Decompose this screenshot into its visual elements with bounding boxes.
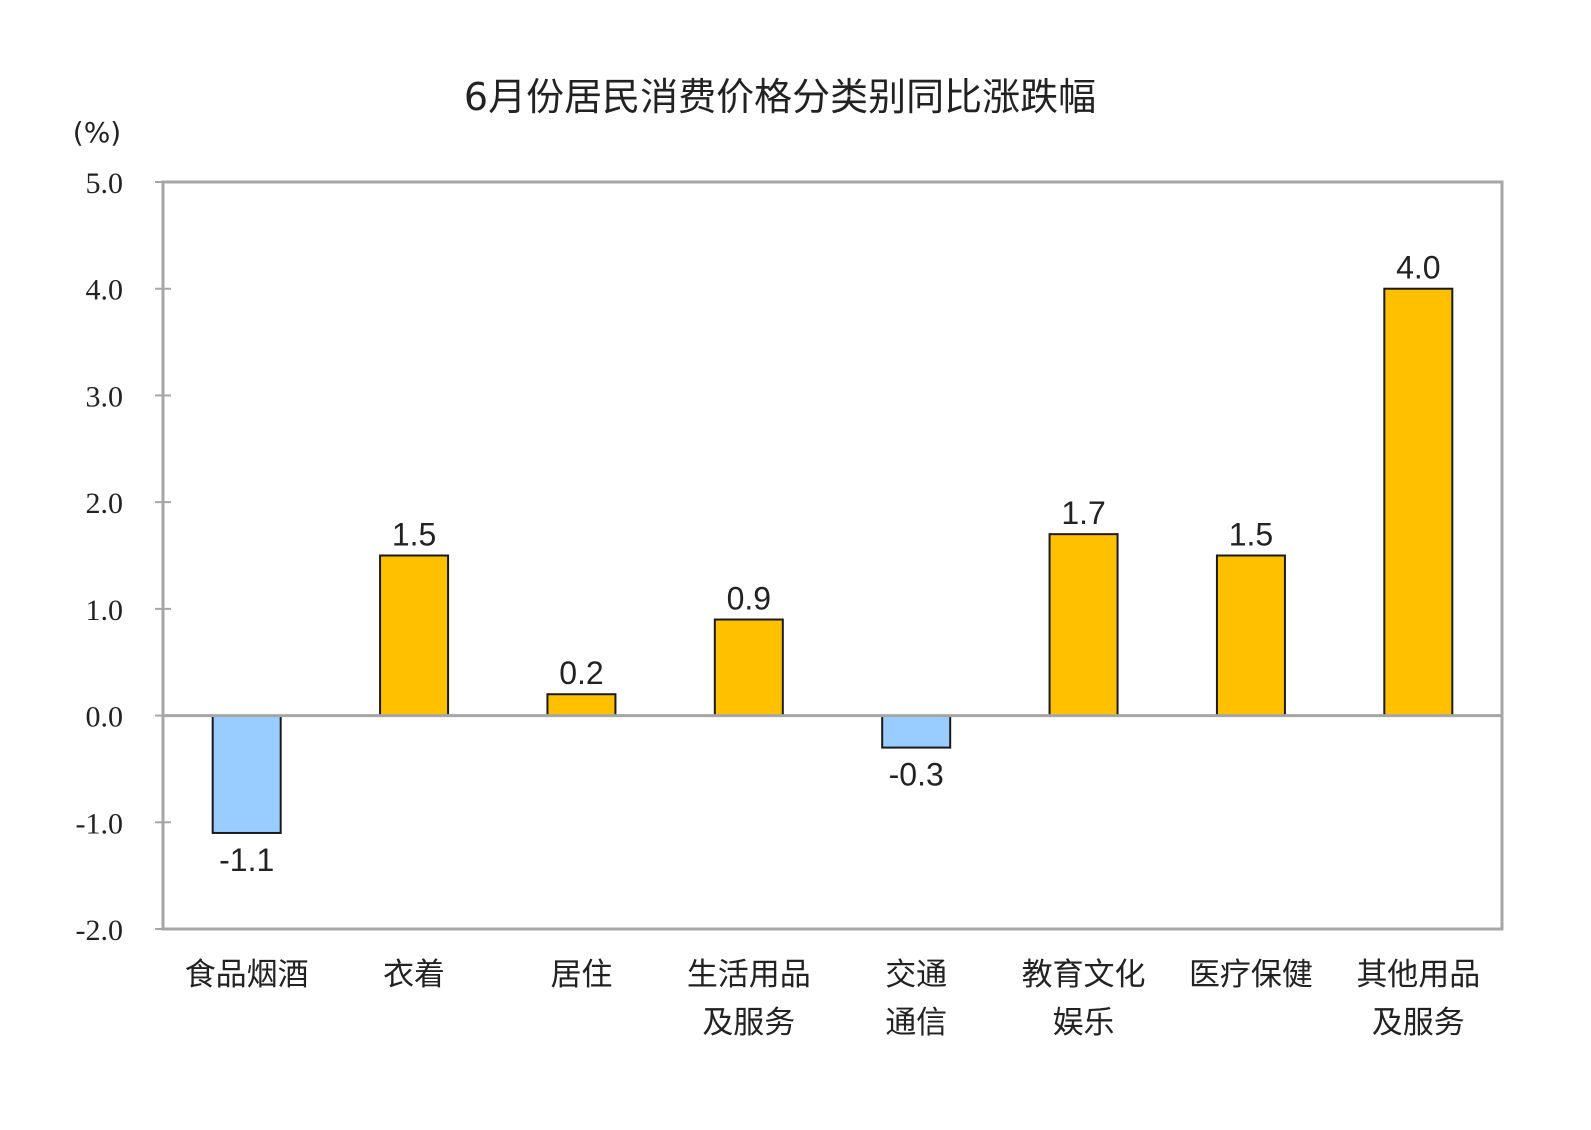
y-tick-label: 0.0	[86, 701, 124, 734]
bar	[881, 714, 952, 749]
bar	[1048, 533, 1119, 717]
x-tick-label: 医疗保健	[1189, 957, 1313, 993]
x-tick-label: 教育文化	[1022, 957, 1146, 993]
x-tick-label: 通信	[885, 1005, 947, 1041]
data-label: 4.0	[1396, 250, 1440, 286]
bar	[1383, 287, 1454, 717]
y-tick-label: 3.0	[86, 380, 124, 413]
x-tick-label: 及服务	[1372, 1005, 1465, 1041]
y-tick-label: -2.0	[76, 914, 124, 947]
plot-frame	[161, 180, 1504, 931]
y-axis-unit-label: (%)	[73, 116, 121, 149]
x-tick-label: 其他用品	[1356, 957, 1480, 993]
bar	[713, 618, 784, 717]
x-tick-label: 食品烟酒	[185, 957, 309, 993]
y-tick-label: 4.0	[86, 274, 124, 307]
data-label: 1.5	[1229, 517, 1273, 553]
y-tick-label: -1.0	[76, 807, 124, 840]
data-label: -1.1	[219, 842, 274, 878]
bar	[546, 693, 617, 717]
x-tick-label: 娱乐	[1053, 1005, 1115, 1041]
y-tick-label: 2.0	[86, 487, 124, 520]
bar	[379, 554, 450, 717]
x-tick-label: 交通	[885, 957, 947, 993]
data-label: 0.9	[727, 581, 771, 617]
x-tick-label: 居住	[550, 957, 612, 993]
data-label: 1.7	[1061, 495, 1105, 531]
bar	[1215, 554, 1286, 717]
x-tick-label: 生活用品	[687, 957, 811, 993]
x-tick-label: 及服务	[702, 1005, 795, 1041]
data-label: 1.5	[392, 517, 436, 553]
data-label: -0.3	[889, 757, 944, 793]
chart-title: 6月份居民消费价格分类别同比涨跌幅	[464, 75, 1096, 119]
y-tick-label: 5.0	[86, 167, 124, 200]
x-tick-label: 衣着	[383, 957, 445, 993]
data-label: 0.2	[559, 655, 603, 691]
bar	[211, 714, 282, 834]
y-tick-label: 1.0	[86, 594, 124, 627]
